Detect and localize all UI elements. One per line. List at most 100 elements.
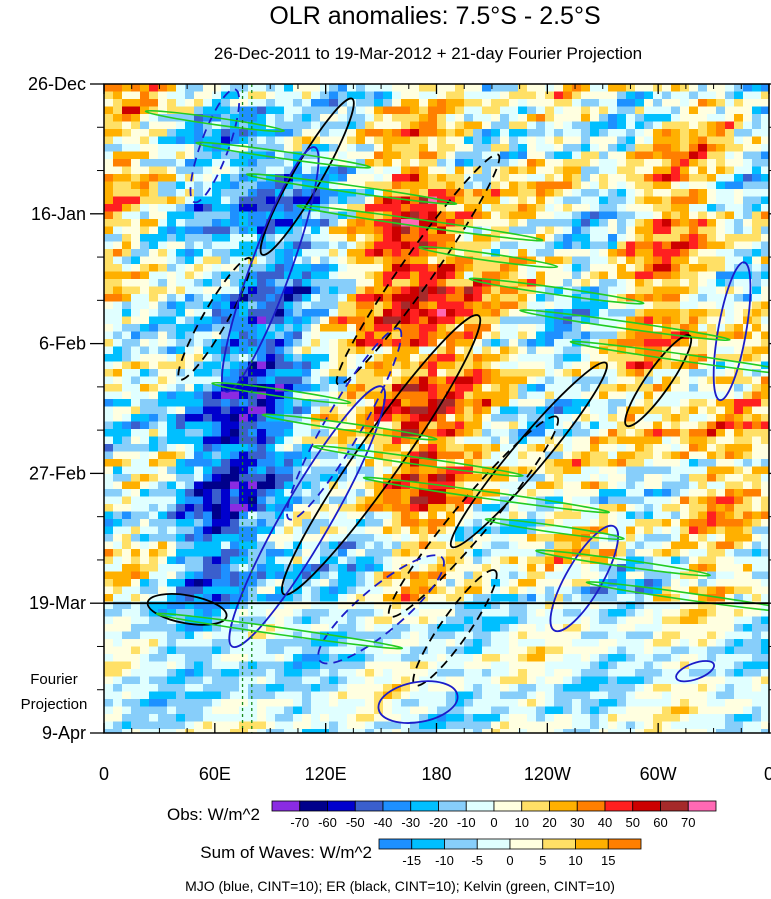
anomaly-cell (761, 271, 769, 280)
anomaly-cell (644, 324, 654, 333)
anomaly-cell (257, 526, 267, 535)
anomaly-cell (671, 414, 681, 423)
anomaly-cell (734, 541, 744, 550)
anomaly-cell (464, 114, 474, 123)
anomaly-cell (581, 204, 591, 213)
anomaly-cell (446, 309, 456, 318)
anomaly-cell (752, 331, 762, 340)
anomaly-cell (293, 99, 303, 108)
anomaly-cell (221, 391, 231, 400)
anomaly-cell (320, 429, 330, 438)
anomaly-cell (176, 144, 186, 153)
anomaly-cell (419, 549, 429, 558)
anomaly-cell (527, 174, 537, 183)
anomaly-cell (284, 489, 294, 498)
anomaly-cell (221, 211, 231, 220)
anomaly-cell (311, 196, 321, 205)
anomaly-cell (365, 511, 375, 520)
anomaly-cell (761, 556, 769, 565)
anomaly-cell (653, 121, 663, 130)
anomaly-cell (464, 301, 474, 310)
anomaly-cell (437, 286, 447, 295)
anomaly-cell (221, 511, 231, 520)
anomaly-cell (284, 106, 294, 115)
anomaly-cell (437, 84, 447, 93)
anomaly-cell (374, 496, 384, 505)
anomaly-cell (374, 301, 384, 310)
anomaly-cell (131, 564, 141, 573)
anomaly-cell (428, 219, 438, 228)
anomaly-cell (185, 459, 195, 468)
anomaly-cell (482, 114, 492, 123)
anomaly-cell (500, 144, 510, 153)
anomaly-cell (419, 204, 429, 213)
anomaly-cell (419, 346, 429, 355)
anomaly-cell (401, 549, 411, 558)
anomaly-cell (482, 361, 492, 370)
anomaly-cell (698, 519, 708, 528)
anomaly-cell (203, 279, 213, 288)
anomaly-cell (221, 429, 231, 438)
anomaly-cell (698, 159, 708, 168)
anomaly-cell (275, 579, 285, 588)
anomaly-cell (464, 459, 474, 468)
anomaly-cell (239, 406, 249, 415)
anomaly-cell (365, 459, 375, 468)
anomaly-cell (617, 181, 627, 190)
anomaly-cell (266, 459, 276, 468)
anomaly-cell (239, 511, 249, 520)
anomaly-cell (374, 414, 384, 423)
anomaly-cell (608, 549, 618, 558)
anomaly-cell (626, 354, 636, 363)
anomaly-cell (752, 399, 762, 408)
anomaly-cell (329, 384, 339, 393)
anomaly-cell (698, 354, 708, 363)
anomaly-cell (176, 556, 186, 565)
anomaly-cell (761, 189, 769, 198)
anomaly-cell (662, 579, 672, 588)
anomaly-cell (203, 264, 213, 273)
anomaly-cell (167, 511, 177, 520)
anomaly-cell (230, 256, 240, 265)
anomaly-cell (446, 211, 456, 220)
anomaly-cell (104, 429, 114, 438)
anomaly-cell (383, 271, 393, 280)
anomaly-cell (410, 84, 420, 93)
anomaly-cell (275, 99, 285, 108)
anomaly-cell (635, 489, 645, 498)
anomaly-cell (662, 459, 672, 468)
anomaly-cell (311, 324, 321, 333)
anomaly-cell (167, 121, 177, 130)
anomaly-cell (644, 166, 654, 175)
anomaly-cell (257, 384, 267, 393)
anomaly-cell (203, 459, 213, 468)
anomaly-cell (644, 286, 654, 295)
anomaly-cell (221, 564, 231, 573)
anomaly-cell (599, 406, 609, 415)
anomaly-cell (383, 264, 393, 273)
anomaly-cell (473, 519, 483, 528)
anomaly-cell (734, 421, 744, 430)
anomaly-cell (221, 354, 231, 363)
anomaly-cell (455, 421, 465, 430)
anomaly-cell (113, 99, 123, 108)
anomaly-cell (266, 151, 276, 160)
anomaly-cell (122, 564, 132, 573)
anomaly-cell (545, 556, 555, 565)
anomaly-cell (113, 106, 123, 115)
anomaly-cell (230, 399, 240, 408)
anomaly-cell (473, 241, 483, 250)
anomaly-cell (176, 444, 186, 453)
anomaly-cell (392, 144, 402, 153)
anomaly-cell (446, 361, 456, 370)
anomaly-cell (698, 391, 708, 400)
anomaly-cell (158, 436, 168, 445)
anomaly-cell (392, 294, 402, 303)
anomaly-cell (563, 451, 573, 460)
anomaly-cell (653, 534, 663, 543)
anomaly-cell (266, 331, 276, 340)
anomaly-cell (446, 84, 456, 93)
anomaly-cell (221, 474, 231, 483)
anomaly-cell (446, 136, 456, 145)
anomaly-cell (257, 511, 267, 520)
